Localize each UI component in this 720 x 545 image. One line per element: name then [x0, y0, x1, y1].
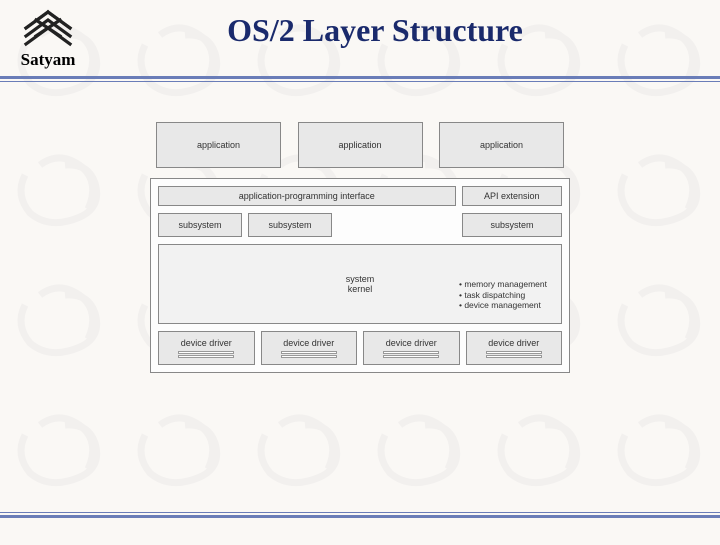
- subsystem-box: subsystem: [462, 213, 562, 237]
- driver-bars-icon: [281, 351, 337, 359]
- header: Satyam OS/2 Layer Structure: [0, 0, 720, 70]
- driver-bars-icon: [486, 351, 542, 359]
- driver-label: device driver: [283, 338, 334, 348]
- os2-layer-diagram: application application application appl…: [150, 122, 570, 373]
- kernel-box: system kernel • memory management • task…: [158, 244, 562, 324]
- page-title: OS/2 Layer Structure: [90, 8, 720, 49]
- device-driver-box: device driver: [466, 331, 563, 365]
- kernel-bullet: • device management: [459, 300, 547, 311]
- driver-row: device driver device driver device drive…: [158, 331, 562, 365]
- application-box: application: [156, 122, 281, 168]
- api-box: application-programming interface: [158, 186, 456, 206]
- brand-name: Satyam: [6, 50, 90, 70]
- device-driver-box: device driver: [363, 331, 460, 365]
- subsystem-row: subsystem subsystem subsystem: [158, 213, 562, 237]
- driver-bars-icon: [178, 351, 234, 359]
- kernel-line2: kernel: [346, 285, 375, 295]
- separator-bottom: [0, 512, 720, 518]
- driver-label: device driver: [488, 338, 539, 348]
- application-box: application: [298, 122, 423, 168]
- driver-label: device driver: [386, 338, 437, 348]
- api-extension-box: API extension: [462, 186, 563, 206]
- kernel-bullets: • memory management • task dispatching •…: [459, 279, 547, 311]
- device-driver-box: device driver: [261, 331, 358, 365]
- content-area: application application application appl…: [0, 82, 720, 373]
- subsystem-box: subsystem: [248, 213, 332, 237]
- kernel-bullet: • task dispatching: [459, 290, 547, 301]
- subsystem-gap: [338, 213, 456, 237]
- device-driver-box: device driver: [158, 331, 255, 365]
- application-row: application application application: [150, 122, 570, 168]
- logo-block: Satyam: [0, 8, 90, 70]
- kernel-bullet: • memory management: [459, 279, 547, 290]
- api-row: application-programming interface API ex…: [158, 186, 562, 206]
- os-frame: application-programming interface API ex…: [150, 178, 570, 373]
- logo-icon: [22, 8, 74, 50]
- driver-label: device driver: [181, 338, 232, 348]
- kernel-label: system kernel: [346, 275, 375, 295]
- application-box: application: [439, 122, 564, 168]
- driver-bars-icon: [383, 351, 439, 359]
- subsystem-box: subsystem: [158, 213, 242, 237]
